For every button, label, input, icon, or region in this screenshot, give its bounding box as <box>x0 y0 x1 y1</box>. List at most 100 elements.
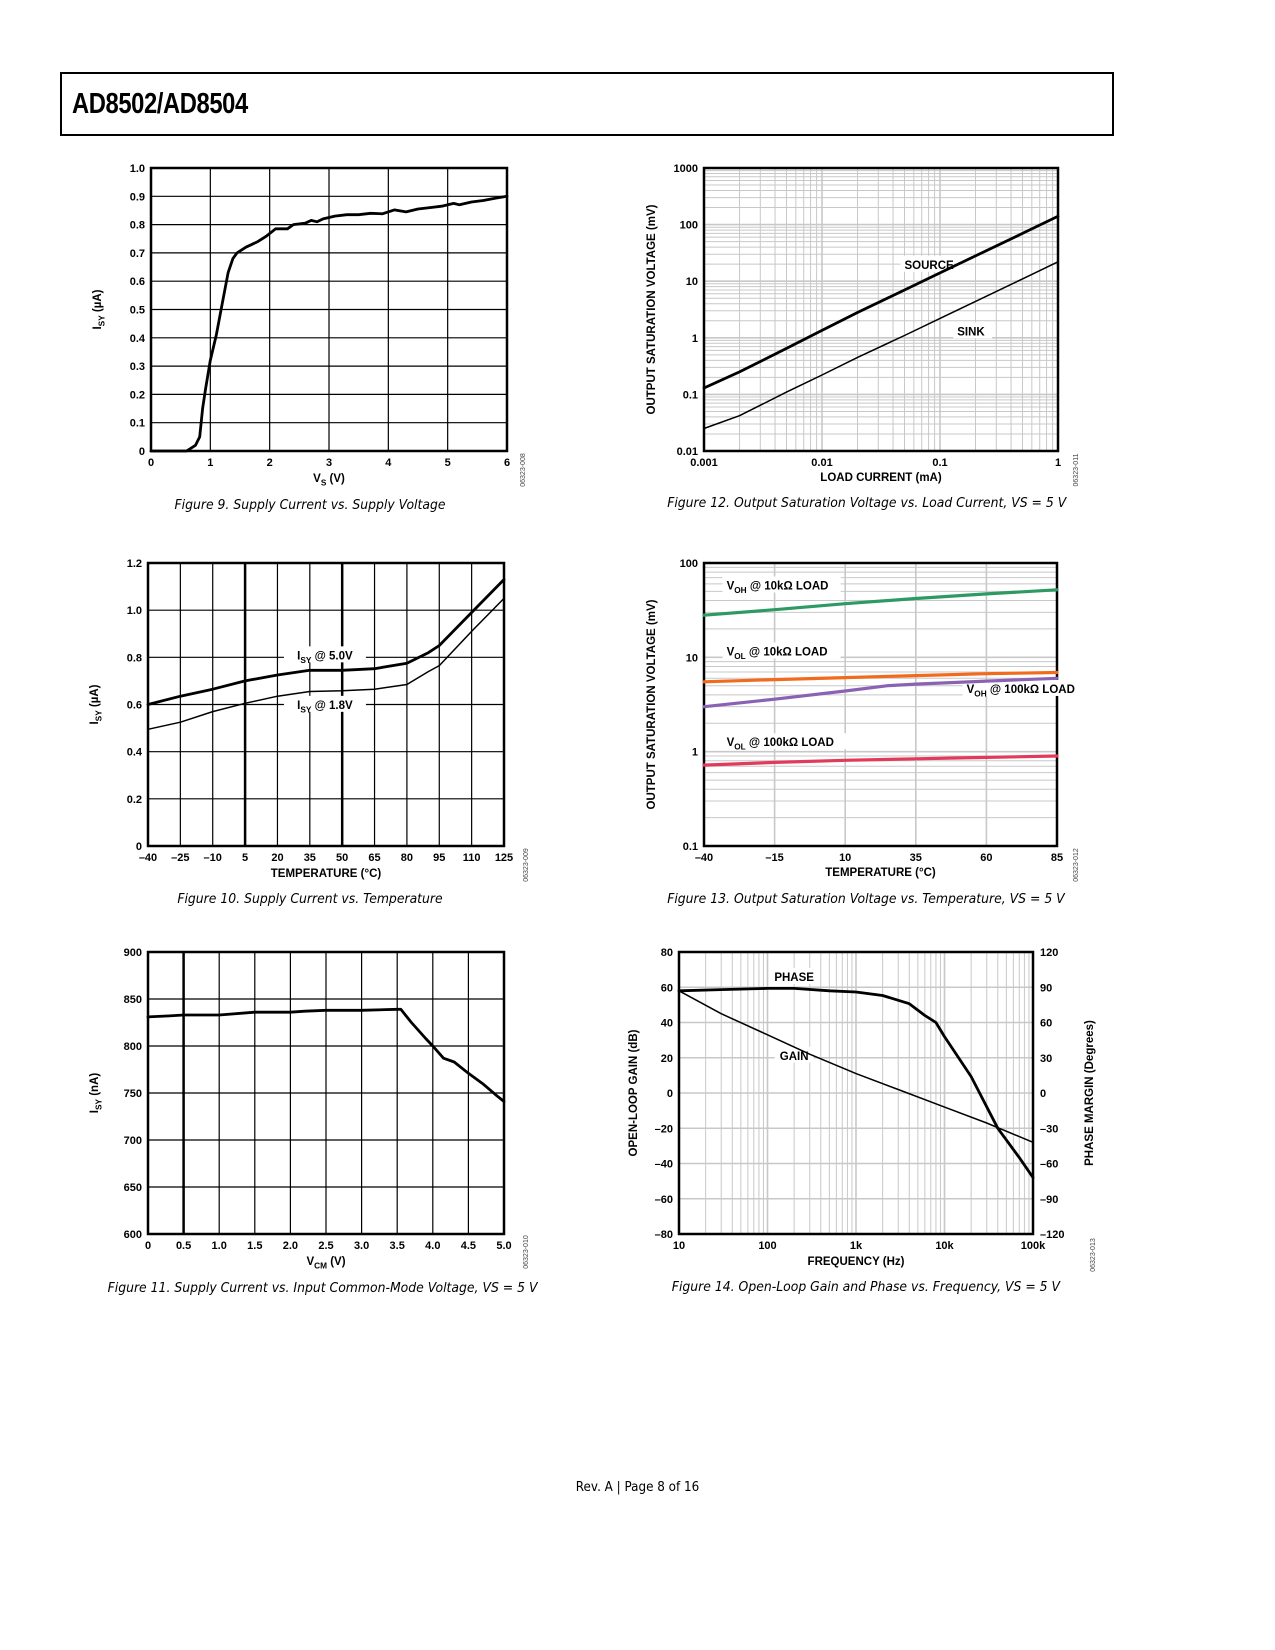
x-tick-label: 5.0 <box>496 1240 511 1252</box>
y-tick-label: 0 <box>136 841 142 853</box>
annotation-label: VOL @ 10kΩ LOAD <box>727 646 828 660</box>
y-tick-label: 0 <box>139 446 145 458</box>
x-tick-label: 35 <box>304 852 316 864</box>
x-tick-label: 3.5 <box>390 1240 405 1252</box>
annotation-bg <box>953 322 993 339</box>
y-tick-label: –40 <box>655 1159 673 1171</box>
x-tick-label: 10 <box>839 852 851 864</box>
annotation-bg <box>722 576 841 593</box>
figure-code: 06323-013 <box>1090 1238 1097 1272</box>
y-tick-label: 1.2 <box>127 558 142 570</box>
y-tick-label: 1.0 <box>127 605 142 617</box>
plot-frame <box>146 950 506 1236</box>
y2-tick-label: –90 <box>1040 1194 1058 1206</box>
x-tick-label: 125 <box>495 852 513 864</box>
plot-frame <box>702 166 1060 453</box>
plot-frame <box>702 561 1059 848</box>
figure-code: 06323-012 <box>1073 848 1080 882</box>
x-tick-label: 100 <box>758 1240 776 1252</box>
y-tick-label: 0.01 <box>677 446 698 458</box>
y-tick-label: 0.4 <box>127 747 143 759</box>
x-tick-label: 110 <box>463 852 481 864</box>
x-tick-label: 5 <box>445 457 451 469</box>
y-tick-label: 650 <box>124 1182 142 1194</box>
x-tick-label: 4 <box>385 457 392 469</box>
y-tick-label: 0.1 <box>683 389 698 401</box>
x-tick-label: 4.0 <box>425 1240 440 1252</box>
x-axis-label: LOAD CURRENT (mA) <box>820 472 942 484</box>
y-tick-label: –60 <box>655 1194 673 1206</box>
x-tick-label: 0.5 <box>176 1240 191 1252</box>
annotation-bg <box>722 733 848 750</box>
y-axis-label: ISY (µA) <box>89 684 103 724</box>
x-tick-label: 10 <box>673 1240 685 1252</box>
page-title: AD8502/AD8504 <box>72 88 248 120</box>
y-tick-label: 0.6 <box>127 700 142 712</box>
y-tick-label: 850 <box>124 994 142 1006</box>
caption-fig11: Figure 11. Supply Current vs. Input Comm… <box>107 1280 538 1296</box>
x-tick-label: 80 <box>401 852 413 864</box>
x-tick-label: 0.1 <box>932 457 947 469</box>
series-line-source <box>702 214 1060 390</box>
x-tick-label: –40 <box>139 852 157 864</box>
annotation-bg <box>283 695 366 712</box>
x-axis-label: TEMPERATURE (°C) <box>825 867 936 879</box>
caption-fig13: Figure 13. Output Saturation Voltage vs.… <box>667 891 1065 907</box>
y-tick-label: 0.3 <box>130 361 145 373</box>
x-tick-label: 60 <box>980 852 992 864</box>
y-tick-label: –20 <box>655 1123 673 1135</box>
x-tick-label: 2.5 <box>318 1240 333 1252</box>
y-tick-label: 0.1 <box>130 418 145 430</box>
y-tick-label: 0.9 <box>130 191 145 203</box>
y-tick-label: 0.8 <box>127 652 142 664</box>
x-axis-label: FREQUENCY (Hz) <box>808 1256 905 1268</box>
annotation-label: ISY @ 1.8V <box>297 700 353 714</box>
series-line-vol-10k-load <box>702 670 1059 684</box>
y2-tick-label: 90 <box>1040 982 1052 994</box>
y-tick-label: 1 <box>692 333 698 345</box>
y-tick-label: 100 <box>680 558 698 570</box>
page-footer: Rev. A | Page 8 of 16 <box>575 1480 700 1495</box>
x-tick-label: –15 <box>765 852 783 864</box>
x-tick-label: 1k <box>850 1240 863 1252</box>
y-tick-label: 60 <box>661 982 673 994</box>
y-tick-label: 0.2 <box>127 794 142 806</box>
y-tick-label: 800 <box>124 1041 142 1053</box>
x-tick-label: 6 <box>504 457 510 469</box>
y-tick-label: 10 <box>686 652 698 664</box>
annotation-bg <box>962 679 1088 696</box>
x-tick-label: 20 <box>271 852 283 864</box>
figure-code: 06323-008 <box>520 453 527 487</box>
annotation-label: ISY @ 5.0V <box>297 650 353 664</box>
y2-tick-label: 120 <box>1040 947 1058 959</box>
series-line-sink <box>703 261 1059 430</box>
x-tick-label: 4.5 <box>461 1240 476 1252</box>
x-tick-label: 1 <box>207 457 213 469</box>
y-axis-label: OUTPUT SATURATION VOLTAGE (mV) <box>646 204 658 414</box>
y-tick-label: –80 <box>655 1229 673 1241</box>
page-header: AD8502/AD8504 <box>60 72 1114 136</box>
annotation-bg <box>283 646 366 663</box>
x-axis-label: VCM (V) <box>306 1256 345 1270</box>
y-tick-label: 20 <box>661 1053 673 1065</box>
y-tick-label: 750 <box>124 1088 142 1100</box>
x-tick-label: 95 <box>433 852 445 864</box>
annotation-label: VOH @ 10kΩ LOAD <box>727 580 829 594</box>
y-tick-label: 900 <box>124 947 142 959</box>
y-tick-label: 0.7 <box>130 248 145 260</box>
annotation-bg <box>771 968 818 984</box>
figure-code: 06323-010 <box>523 1235 530 1269</box>
y-axis-label: ISY (nA) <box>89 1073 103 1114</box>
annotation-bg <box>722 642 841 659</box>
series-line-isy <box>149 194 509 453</box>
annotation-label: VOH @ 100kΩ LOAD <box>967 684 1075 698</box>
figure-code: 06323-011 <box>1073 453 1080 486</box>
y-tick-label: 0 <box>667 1088 673 1100</box>
annotation-label: GAIN <box>780 1051 809 1063</box>
series-line-voh-100k-load <box>702 676 1059 709</box>
y-tick-label: 600 <box>124 1229 142 1241</box>
x-tick-label: 5 <box>242 852 248 864</box>
x-tick-label: –25 <box>171 852 189 864</box>
y2-tick-label: 60 <box>1040 1018 1052 1030</box>
